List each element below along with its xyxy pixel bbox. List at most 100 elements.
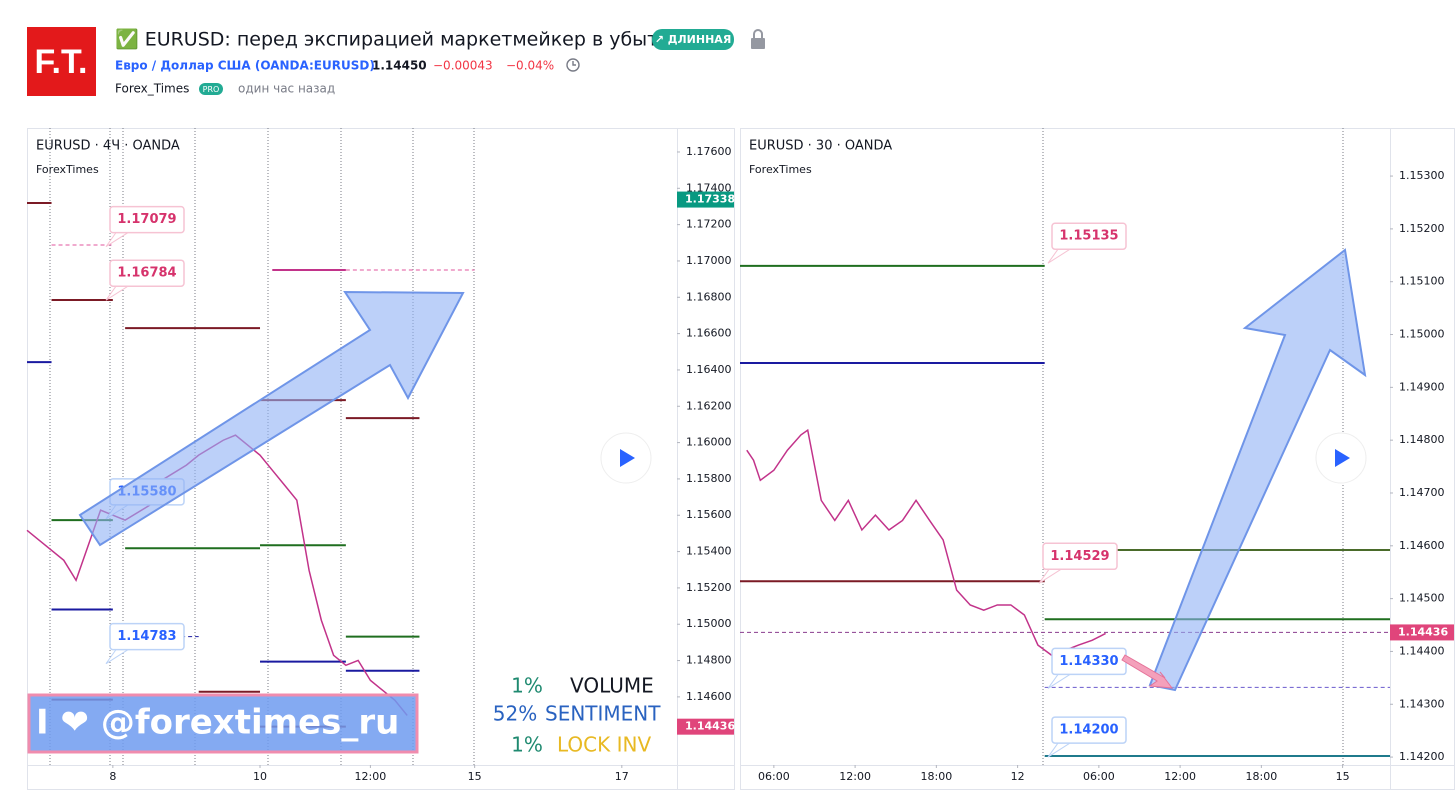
lock-icon bbox=[751, 29, 765, 49]
callout-box bbox=[1042, 542, 1118, 571]
chart-title: EURUSD · 30 · OANDA bbox=[749, 139, 892, 154]
price-tag bbox=[1390, 624, 1454, 641]
y-tick-label: 1.17000 bbox=[686, 254, 732, 267]
callout-label: 1.14529 bbox=[1050, 549, 1109, 564]
y-tick-label: 1.15200 bbox=[1399, 222, 1445, 235]
y-tick-label: 1.14800 bbox=[1399, 433, 1445, 446]
callout-label: 1.14330 bbox=[1059, 654, 1118, 669]
callout-box bbox=[109, 622, 185, 651]
callout-label: 1.17079 bbox=[117, 212, 176, 227]
stat-label: SENTIMENT bbox=[545, 702, 661, 726]
x-tick-label: 06:00 bbox=[758, 770, 790, 783]
arrow-up bbox=[78, 290, 465, 547]
play-icon bbox=[1335, 449, 1350, 467]
callout-box bbox=[109, 205, 185, 234]
banner-bg bbox=[27, 693, 419, 754]
y-tick-label: 1.17600 bbox=[686, 145, 732, 158]
callout-pointer bbox=[105, 285, 129, 301]
stat-pct: 1% bbox=[511, 674, 543, 698]
callout-label: 1.14200 bbox=[1059, 723, 1118, 738]
callout-pointer bbox=[105, 232, 129, 248]
x-tick-label: 17 bbox=[615, 770, 629, 783]
y-tick-label: 1.14800 bbox=[686, 654, 732, 667]
time: один час назад bbox=[238, 82, 335, 96]
change: −0.00043 bbox=[433, 59, 493, 73]
logo-box bbox=[27, 27, 96, 96]
x-tick-label: 15 bbox=[1336, 770, 1350, 783]
y-tick-label: 1.15400 bbox=[686, 545, 732, 558]
y-tick-label: 1.16400 bbox=[686, 363, 732, 376]
y-tick-label: 1.14300 bbox=[1399, 697, 1445, 710]
y-tick-label: 1.14600 bbox=[1399, 539, 1445, 552]
y-tick-label: 1.15300 bbox=[1399, 169, 1445, 182]
y-tick-label: 1.16200 bbox=[686, 399, 732, 412]
callout-box bbox=[109, 259, 185, 287]
stat-pct: 52% bbox=[493, 702, 537, 726]
y-tick-label: 1.16600 bbox=[686, 327, 732, 340]
author[interactable]: Forex_Times bbox=[115, 82, 189, 96]
y-tick-label: 1.14600 bbox=[686, 690, 732, 703]
banner: I ❤ @forextimes_ru bbox=[36, 703, 399, 743]
y-tick-label: 1.14200 bbox=[1399, 750, 1445, 763]
x-tick-label: 18:00 bbox=[921, 770, 953, 783]
stat-label: VOLUME bbox=[570, 674, 654, 698]
callout-pointer bbox=[1047, 248, 1071, 264]
y-tick-label: 1.15800 bbox=[686, 472, 732, 485]
pro-badge: PRO bbox=[203, 85, 220, 94]
callout-box bbox=[1051, 716, 1127, 744]
y-tick-label: 1.15000 bbox=[1399, 328, 1445, 341]
x-tick-label: 10 bbox=[253, 770, 267, 783]
price-tag-label: 1.14436 bbox=[685, 720, 735, 733]
indicator-name: ForexTimes bbox=[36, 163, 99, 176]
y-tick-label: 1.16800 bbox=[686, 290, 732, 303]
y-tick-label: 1.15100 bbox=[1399, 275, 1445, 288]
price-tag bbox=[677, 718, 734, 735]
y-tick-label: 1.17200 bbox=[686, 218, 732, 231]
callout-label: 1.15135 bbox=[1059, 229, 1118, 244]
badge: ↗ ДЛИННАЯ bbox=[655, 33, 732, 46]
alarm-icon[interactable] bbox=[566, 58, 580, 72]
x-tick-label: 12:00 bbox=[355, 770, 387, 783]
x-tick-label: 12:00 bbox=[839, 770, 871, 783]
callout-pointer bbox=[1038, 568, 1062, 584]
callout-label: 1.14783 bbox=[117, 629, 176, 644]
y-tick-label: 1.14400 bbox=[1399, 644, 1445, 657]
y-tick-label: 1.16000 bbox=[686, 436, 732, 449]
pro-bg bbox=[199, 83, 223, 95]
price-tag-label: 1.17338 bbox=[685, 193, 735, 206]
x-tick-label: 12 bbox=[1011, 770, 1025, 783]
change-pct: −0.04% bbox=[506, 59, 554, 73]
callout-box bbox=[1051, 222, 1127, 250]
callout-pointer bbox=[105, 649, 129, 665]
price: 1.14450 bbox=[372, 59, 427, 73]
stat-pct: 1% bbox=[511, 733, 543, 757]
y-tick-label: 1.15600 bbox=[686, 508, 732, 521]
stat-label: LOCK INV bbox=[557, 733, 651, 757]
price-line bbox=[746, 428, 1106, 656]
x-tick-label: 18:00 bbox=[1246, 770, 1278, 783]
arrow-up bbox=[1148, 248, 1367, 692]
play-icon bbox=[620, 449, 635, 467]
arrow-down bbox=[1121, 654, 1174, 689]
logo: F.T. bbox=[35, 43, 88, 81]
price-tag bbox=[677, 191, 734, 208]
x-tick-label: 12:00 bbox=[1164, 770, 1196, 783]
chart-title: EURUSD · 4Ч · OANDA bbox=[36, 139, 180, 154]
indicator-name: ForexTimes bbox=[749, 163, 812, 176]
callout-pointer bbox=[1047, 742, 1071, 758]
x-tick-label: 15 bbox=[468, 770, 482, 783]
y-tick-label: 1.17400 bbox=[686, 181, 732, 194]
y-tick-label: 1.15000 bbox=[686, 617, 732, 630]
symbol[interactable]: Евро / Доллар США (OANDA:EURUSD) bbox=[115, 59, 375, 73]
idea-title: ✅ EURUSD: перед экспирацией маркетмейкер… bbox=[115, 28, 687, 51]
callout-pointer bbox=[1047, 673, 1071, 689]
callout-label: 1.16784 bbox=[117, 266, 176, 281]
y-tick-label: 1.14900 bbox=[1399, 380, 1445, 393]
x-tick-label: 8 bbox=[109, 770, 116, 783]
badge-bg bbox=[652, 29, 734, 50]
y-tick-label: 1.14500 bbox=[1399, 592, 1445, 605]
price-tag-label: 1.14436 bbox=[1398, 625, 1448, 638]
y-tick-label: 1.14700 bbox=[1399, 486, 1445, 499]
